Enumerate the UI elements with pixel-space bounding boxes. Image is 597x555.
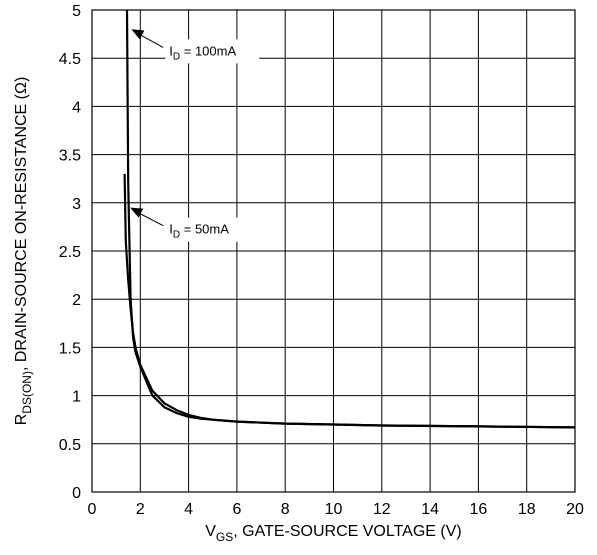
x-axis-label: VGS, GATE-SOURCE VOLTAGE (V) <box>205 523 461 544</box>
y-tick-label: 3.5 <box>59 148 81 165</box>
ann-50-label-sub: D <box>173 230 180 241</box>
ann-100-label-main: I <box>169 43 173 58</box>
ann-100-label-rest: = 100mA <box>180 43 236 58</box>
y-tick-label: 0 <box>72 485 81 502</box>
y-axis-label-rest: , DRAIN-SOURCE ON-RESISTANCE (Ω) <box>13 77 30 371</box>
y-tick-label: 1.5 <box>59 340 81 357</box>
x-tick-label: 6 <box>232 501 241 518</box>
x-tick-label: 8 <box>281 501 290 518</box>
x-tick-labels: 0 2 4 6 8 10 12 14 16 18 20 <box>88 501 584 518</box>
y-tick-label: 0.5 <box>59 437 81 454</box>
ann-50-label-bg <box>165 217 260 242</box>
y-tick-label: 4 <box>72 99 81 116</box>
x-axis-label-rest: , GATE-SOURCE VOLTAGE (V) <box>233 523 461 540</box>
y-axis-label: RDS(ON), DRAIN-SOURCE ON-RESISTANCE (Ω) <box>13 77 34 426</box>
x-tick-label: 14 <box>421 501 439 518</box>
x-tick-label: 16 <box>470 501 488 518</box>
x-tick-label: 0 <box>88 501 97 518</box>
y-tick-label: 4.5 <box>59 51 81 68</box>
y-tick-label: 3 <box>72 196 81 213</box>
y-tick-label: 1 <box>72 389 81 406</box>
ann-100-label: ID = 100mA <box>169 43 236 62</box>
x-tick-label: 12 <box>373 501 391 518</box>
series-line-id-50ma <box>123 173 576 429</box>
y-tick-labels: 0 0.5 1 1.5 2 2.5 3 3.5 4 4.5 5 <box>59 3 81 502</box>
y-axis-label-sub: DS(ON) <box>20 371 34 414</box>
y-tick-label: 5 <box>72 3 81 20</box>
ann-50-label-main: I <box>169 222 173 237</box>
series-group <box>123 9 576 429</box>
y-axis-label-main: R <box>13 414 30 426</box>
ann-100-label-bg <box>165 39 260 64</box>
x-tick-label: 4 <box>184 501 193 518</box>
ann-100-label-sub: D <box>173 51 180 62</box>
y-tick-label: 2.5 <box>59 244 81 261</box>
plot-frame <box>91 9 576 493</box>
x-tick-label: 2 <box>136 501 145 518</box>
ann-50-label-rest: = 50mA <box>180 222 229 237</box>
ann-50-arrow-head <box>130 207 144 218</box>
x-tick-label: 10 <box>325 501 343 518</box>
x-axis-label-main: V <box>205 523 216 540</box>
grid <box>91 9 576 493</box>
x-tick-label: 18 <box>518 501 536 518</box>
x-tick-label: 20 <box>566 501 584 518</box>
x-axis-label-sub: GS <box>216 530 233 544</box>
y-tick-label: 2 <box>72 292 81 309</box>
ann-50-label: ID = 50mA <box>169 222 229 241</box>
ann-100-arrow-head <box>131 29 145 40</box>
